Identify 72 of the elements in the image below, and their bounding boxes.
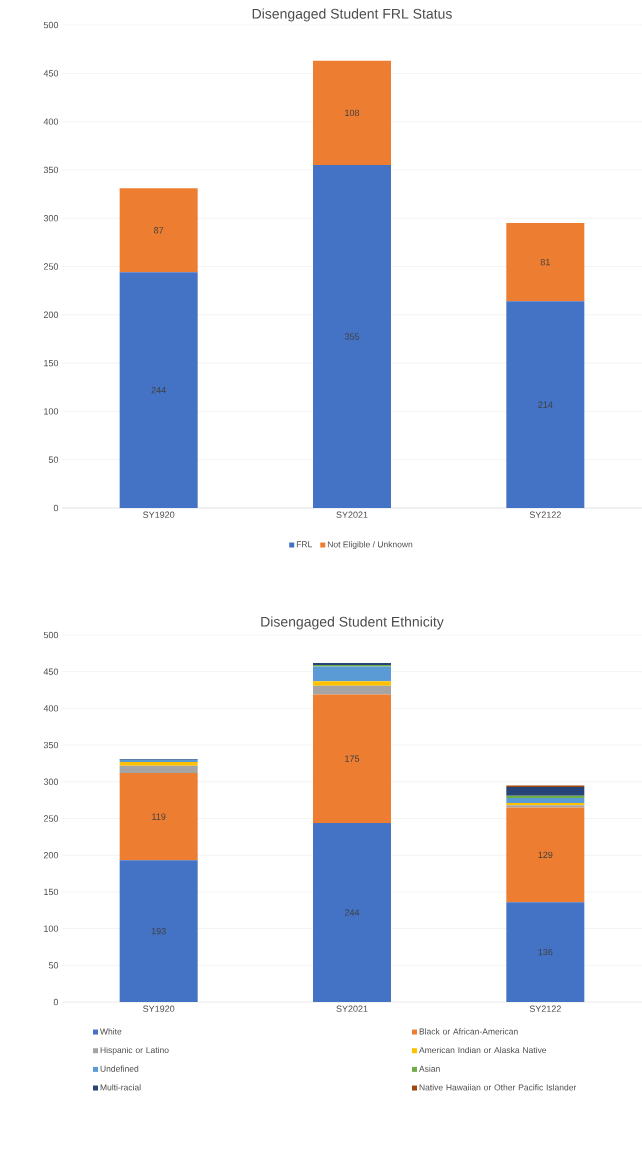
- data-label: 175: [345, 755, 360, 762]
- bar: [312, 165, 391, 509]
- y-tick-label: 400: [43, 118, 59, 125]
- bar: [506, 807, 585, 903]
- y-tick-label: 450: [43, 70, 59, 77]
- data-label: 136: [538, 948, 553, 956]
- bar: [312, 694, 391, 823]
- bar: [506, 795, 585, 798]
- bar: [119, 188, 198, 273]
- data-label: 129: [538, 851, 553, 859]
- chart-title: Disengaged Student Ethnicity: [261, 616, 444, 630]
- y-tick-label: 150: [44, 359, 59, 367]
- y-tick-label: 300: [43, 215, 59, 222]
- legend-label: Native Hawaiian or Other Pacific Islander: [419, 1084, 577, 1091]
- bar: [119, 765, 198, 773]
- bar: [119, 860, 198, 1002]
- y-tick-label: 100: [44, 408, 59, 415]
- y-tick-label: 0: [53, 998, 59, 1006]
- bar: [119, 773, 198, 861]
- y-tick-label: 50: [48, 456, 59, 463]
- y-tick-label: 100: [44, 925, 59, 932]
- y-tick-label: 350: [43, 166, 59, 174]
- x-tick-label: SY1920: [143, 1005, 175, 1012]
- y-tick-label: 0: [53, 504, 59, 512]
- y-tick-label: 500: [43, 631, 59, 639]
- legend-label: American Indian or Alaska Native: [419, 1046, 547, 1054]
- data-label: 244: [151, 387, 166, 394]
- y-tick-label: 200: [43, 311, 59, 318]
- legend-label: FRL: [296, 541, 312, 548]
- x-tick-label: SY2021: [336, 511, 368, 518]
- legend-label: White: [100, 1028, 122, 1035]
- y-tick-label: 50: [48, 962, 59, 969]
- data-label: 81: [540, 258, 550, 266]
- data-label: 244: [344, 909, 360, 916]
- x-tick-label: SY1920: [143, 511, 175, 518]
- bar: [312, 666, 391, 682]
- bar: [119, 761, 198, 766]
- data-label: 214: [538, 401, 553, 408]
- chart-title: Disengaged Student FRL Status: [252, 8, 452, 22]
- bar: [119, 272, 198, 509]
- legend-label: Undefined: [100, 1065, 139, 1072]
- bar: [312, 60, 391, 166]
- legend-label: Multi-racial: [100, 1084, 141, 1091]
- bar: [506, 301, 585, 509]
- legend-label: Asian: [419, 1065, 440, 1072]
- y-tick-label: 150: [44, 888, 59, 896]
- bar: [506, 902, 585, 1002]
- data-label: 193: [151, 927, 166, 935]
- bar: [506, 786, 585, 796]
- legend-label: Hispanic or Latino: [100, 1046, 169, 1055]
- bar: [312, 681, 391, 686]
- data-label: 119: [152, 813, 166, 820]
- y-tick-label: 350: [43, 741, 59, 749]
- x-tick-label: SY2122: [529, 1005, 561, 1012]
- legend-label: Not Eligible / Unknown: [327, 541, 413, 550]
- y-tick-label: 250: [43, 815, 59, 822]
- y-tick-label: 200: [43, 852, 59, 859]
- bar: [312, 822, 391, 1002]
- y-tick-label: 250: [43, 263, 59, 270]
- data-label: 355: [344, 333, 360, 340]
- y-tick-label: 300: [43, 778, 59, 785]
- bar: [506, 223, 585, 302]
- legend-label: Black or African-American: [419, 1028, 518, 1035]
- y-tick-label: 400: [43, 705, 59, 712]
- y-tick-label: 500: [43, 21, 59, 29]
- data-label: 108: [345, 109, 360, 117]
- bar: [312, 685, 391, 695]
- x-tick-label: SY2021: [336, 1005, 368, 1012]
- bar: [506, 797, 585, 804]
- data-label: 87: [154, 227, 164, 234]
- x-tick-label: SY2122: [529, 511, 561, 518]
- y-tick-label: 450: [43, 668, 59, 675]
